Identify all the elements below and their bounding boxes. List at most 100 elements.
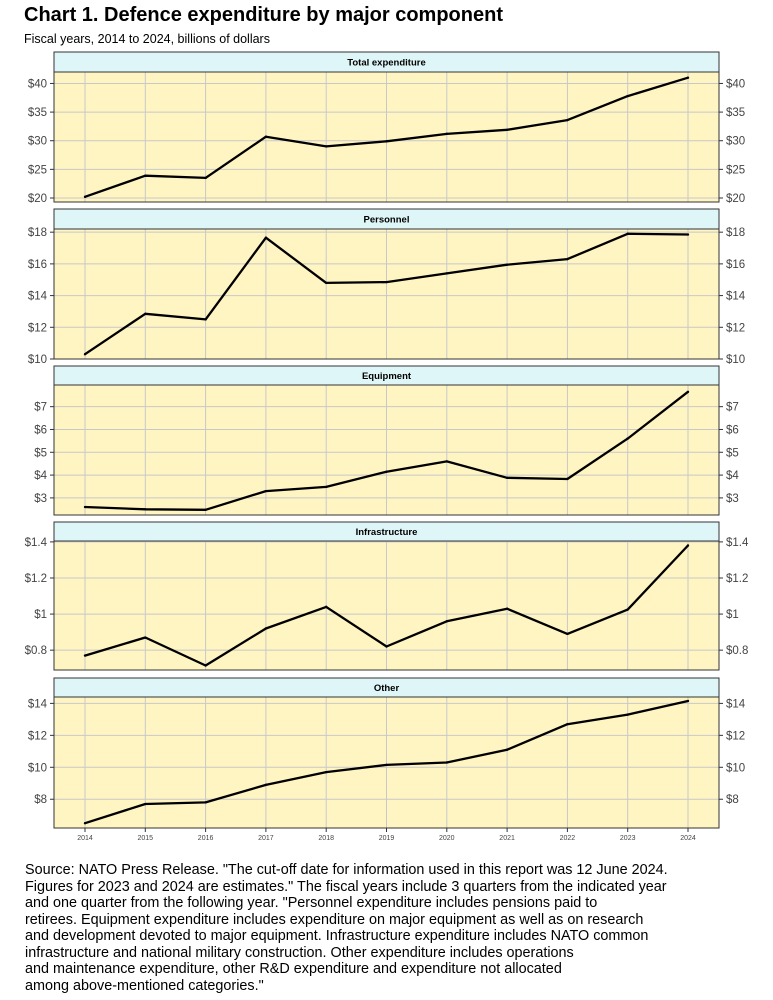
data-point: [385, 280, 388, 284]
faceted-line-chart: Total expenditure $20 $20 $25 $25 $30 $30 $35 $3…: [25, 51, 749, 842]
y-tick-label: $1.2: [25, 573, 47, 585]
data-point: [385, 645, 388, 648]
panel-border: [53, 540, 720, 671]
x-tick-label: 2015: [138, 835, 154, 842]
data-point: [204, 176, 207, 180]
data-point: [626, 713, 629, 716]
y-tick-label-right: $6: [726, 424, 739, 436]
source-line: and development devoted to major equipme…: [25, 928, 649, 944]
data-point: [264, 783, 268, 787]
y-tick-label: $10: [28, 762, 47, 774]
data-point: [445, 272, 448, 275]
data-point: [626, 608, 629, 611]
y-tick-label-right: $14: [726, 291, 746, 303]
data-point: [264, 489, 268, 493]
y-tick-label-right: $1: [726, 609, 739, 621]
y-tick-label: $1: [34, 609, 47, 621]
data-point: [566, 118, 569, 122]
chart-title: Chart 1. Defence expenditure by major co…: [24, 4, 503, 26]
y-tick-label-right: $0.8: [726, 645, 748, 657]
y-tick-label-right: $18: [726, 227, 745, 239]
source-line: among above-mentioned categories.": [25, 977, 264, 994]
data-point: [445, 620, 448, 623]
x-tick-label: 2017: [258, 835, 274, 842]
y-tick-label: $0.8: [25, 645, 47, 657]
facet-strip-label: Other: [374, 683, 400, 694]
source-line: Figures for 2023 and 2024 are estimates.…: [25, 878, 667, 895]
data-point: [325, 145, 328, 148]
y-tick-label: $10: [28, 354, 47, 366]
source-line: retirees. Equipment expenditure includes…: [25, 911, 644, 928]
x-tick-label: 2023: [620, 835, 636, 842]
data-point: [144, 508, 147, 511]
data-point: [83, 822, 87, 825]
source-line: infrastructure and national military con…: [25, 944, 574, 961]
x-tick-label: 2019: [379, 835, 395, 842]
y-tick-label: $1.4: [25, 537, 48, 549]
data-point: [385, 140, 388, 143]
x-tick-label: 2021: [499, 835, 515, 842]
data-point: [505, 128, 509, 132]
chart-subtitle: Fiscal years, 2014 to 2024, billions of …: [24, 32, 270, 46]
data-point: [566, 257, 569, 261]
data-point: [385, 470, 388, 473]
y-tick-label-right: $25: [726, 164, 745, 176]
y-tick-label-right: $40: [726, 78, 745, 90]
data-point: [686, 390, 690, 394]
panel-border: [53, 384, 720, 516]
y-tick-label: $35: [28, 107, 47, 119]
data-point: [686, 699, 690, 703]
data-point: [325, 485, 328, 489]
data-point: [445, 460, 448, 463]
y-tick-label: $25: [28, 164, 47, 176]
data-point: [385, 763, 388, 767]
data-point: [264, 627, 268, 630]
data-point: [505, 476, 509, 480]
y-tick-label-right: $20: [726, 193, 745, 205]
facet-strip-label: Equipment: [362, 371, 412, 382]
y-tick-label-right: $10: [726, 354, 745, 366]
data-point: [505, 263, 509, 266]
data-point: [204, 801, 207, 804]
y-tick-label-right: $1.4: [726, 537, 749, 549]
y-tick-label: $16: [28, 259, 47, 271]
y-tick-label: $8: [34, 794, 47, 806]
data-point: [83, 195, 87, 199]
data-point: [83, 353, 87, 356]
data-point: [325, 770, 328, 774]
data-point: [144, 636, 147, 639]
data-point: [686, 233, 690, 236]
y-tick-label-right: $7: [726, 402, 739, 414]
data-point: [626, 94, 629, 98]
y-tick-label: $12: [28, 730, 47, 742]
y-tick-label: $40: [28, 78, 47, 90]
y-tick-label: $18: [28, 227, 47, 239]
panel-border: [53, 228, 720, 360]
facet-strip-label: Personnel: [364, 215, 410, 226]
x-tick-label: 2018: [318, 835, 334, 842]
y-tick-label: $14: [28, 291, 48, 303]
data-point: [204, 508, 207, 511]
source-line: and one quarter from the following year.…: [25, 895, 598, 911]
y-tick-label-right: $16: [726, 259, 745, 271]
data-point: [505, 748, 509, 751]
data-point: [566, 722, 569, 726]
facet-strip-label: Total expenditure: [347, 58, 425, 69]
data-point: [445, 132, 448, 136]
x-tick-label: 2014: [77, 835, 93, 842]
data-point: [325, 605, 328, 609]
panel-border: [53, 71, 720, 203]
y-tick-label: $3: [34, 493, 47, 505]
y-tick-label: $5: [34, 447, 47, 459]
y-tick-label-right: $14: [726, 698, 746, 710]
data-point: [626, 437, 629, 440]
data-point: [204, 318, 207, 321]
facet-strip-label: Infrastructure: [356, 527, 418, 538]
data-point: [144, 312, 147, 316]
source-line: Source: NATO Press Release. "The cut-off…: [25, 862, 668, 878]
data-point: [264, 135, 268, 138]
y-tick-label-right: $12: [726, 730, 745, 742]
y-tick-label: $30: [28, 136, 47, 148]
data-point: [505, 607, 509, 610]
y-tick-label-right: $5: [726, 447, 739, 459]
